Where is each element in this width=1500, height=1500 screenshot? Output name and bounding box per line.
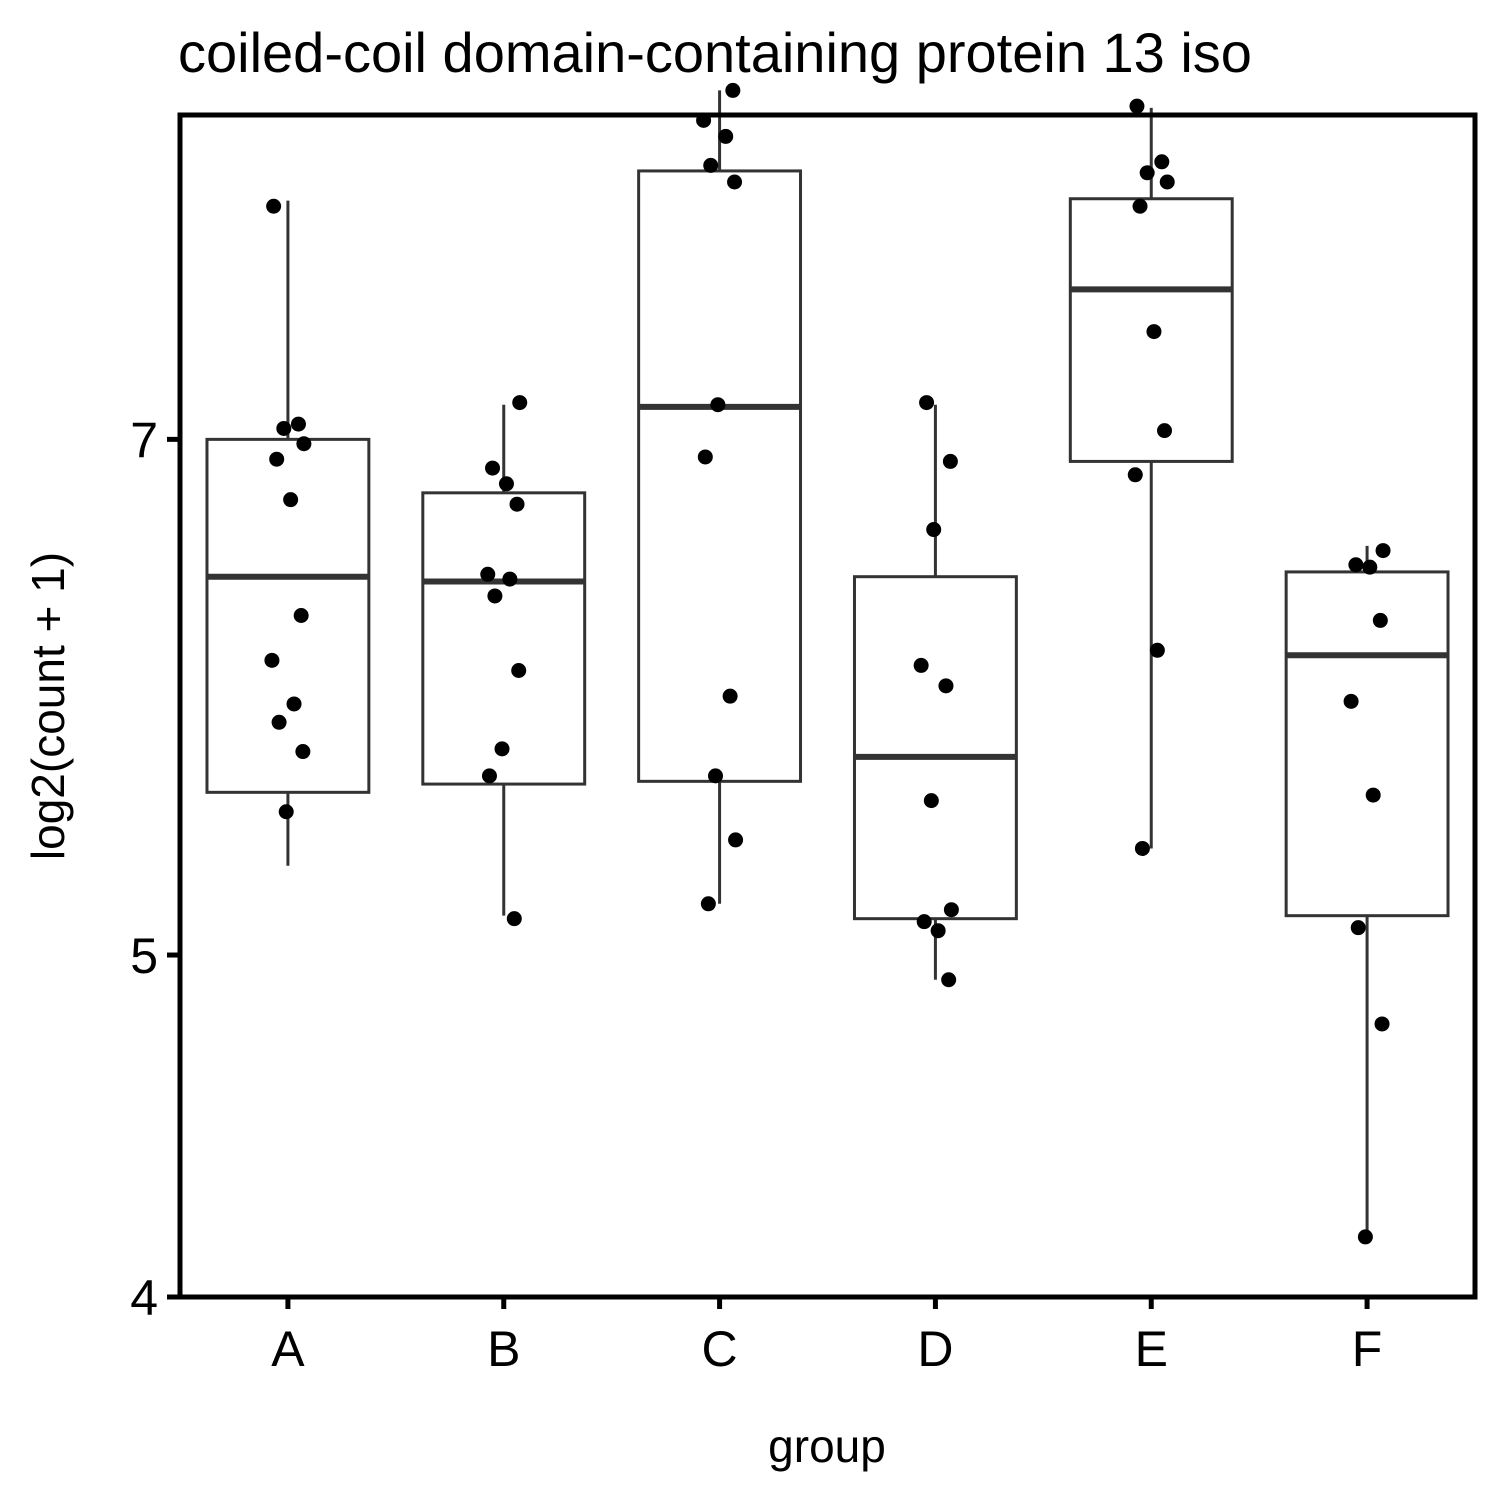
data-point (1139, 165, 1155, 181)
x-tick-label: C (702, 1321, 738, 1377)
y-tick-label: 5 (130, 928, 158, 984)
box (421, 491, 587, 786)
box-group-b (421, 395, 587, 927)
data-point (506, 911, 522, 927)
data-point (266, 198, 282, 214)
data-point (290, 416, 306, 432)
data-point (1127, 467, 1143, 483)
data-point (293, 607, 309, 623)
data-point (1348, 557, 1364, 573)
box (205, 437, 371, 794)
data-point (930, 923, 946, 939)
data-point (943, 902, 959, 918)
data-point (1362, 559, 1378, 575)
data-point (926, 522, 942, 538)
y-axis-title: log2(count + 1) (22, 552, 74, 860)
data-point (1374, 1016, 1390, 1032)
data-point (938, 678, 954, 694)
data-point (710, 397, 726, 413)
data-point (697, 449, 713, 465)
data-point (509, 496, 525, 512)
data-point (941, 972, 957, 988)
data-point (916, 914, 932, 930)
box-group-c (637, 82, 803, 912)
box (1284, 570, 1450, 918)
data-point (1134, 840, 1150, 856)
data-point (703, 157, 719, 173)
x-tick-label: D (917, 1321, 953, 1377)
data-point (722, 688, 738, 704)
data-point (700, 896, 716, 912)
plot-panel-border (177, 112, 1478, 1300)
data-point (498, 476, 514, 492)
data-point (1357, 1229, 1373, 1245)
x-tick-label: F (1352, 1321, 1383, 1377)
data-point (494, 741, 510, 757)
data-point (942, 453, 958, 469)
data-point (278, 804, 294, 820)
data-point (264, 652, 280, 668)
data-point (295, 744, 311, 760)
x-tick-label: A (271, 1321, 305, 1377)
data-point (1350, 920, 1366, 936)
data-point (728, 832, 744, 848)
y-tick-label: 4 (130, 1270, 158, 1326)
data-point (1365, 787, 1381, 803)
data-point (485, 460, 501, 476)
x-axis-title: group (768, 1420, 886, 1472)
data-point (269, 451, 285, 467)
data-point (512, 395, 528, 411)
data-point (1157, 423, 1173, 439)
data-point (296, 436, 312, 452)
data-point (481, 768, 497, 784)
data-point (718, 128, 734, 144)
data-point (283, 492, 299, 508)
box-group-f (1284, 543, 1450, 1245)
data-point (727, 174, 743, 190)
data-point (1159, 174, 1175, 190)
data-point (271, 714, 287, 730)
data-point (725, 82, 741, 98)
data-point (1375, 543, 1391, 559)
data-point (919, 395, 935, 411)
data-point (923, 793, 939, 809)
box (852, 575, 1018, 921)
data-point (913, 657, 929, 673)
y-tick-label: 7 (130, 412, 158, 468)
box-group-a (205, 198, 371, 866)
chart-title: coiled-coil domain-containing protein 13… (178, 21, 1252, 84)
data-point (1146, 324, 1162, 340)
data-point (1149, 642, 1165, 658)
x-tick-label: E (1135, 1321, 1168, 1377)
data-point (286, 696, 302, 712)
data-point (511, 663, 527, 679)
box (637, 169, 803, 783)
data-point (1343, 693, 1359, 709)
x-tick-label: B (487, 1321, 520, 1377)
data-point (708, 768, 724, 784)
data-point (1372, 612, 1388, 628)
data-point (502, 571, 518, 587)
data-point (487, 588, 503, 604)
data-point (480, 566, 496, 582)
data-point (1154, 154, 1170, 170)
data-point (276, 420, 292, 436)
data-point (1129, 98, 1145, 114)
box-group-e (1068, 98, 1234, 856)
box-group-d (852, 395, 1018, 988)
data-point (1132, 198, 1148, 214)
